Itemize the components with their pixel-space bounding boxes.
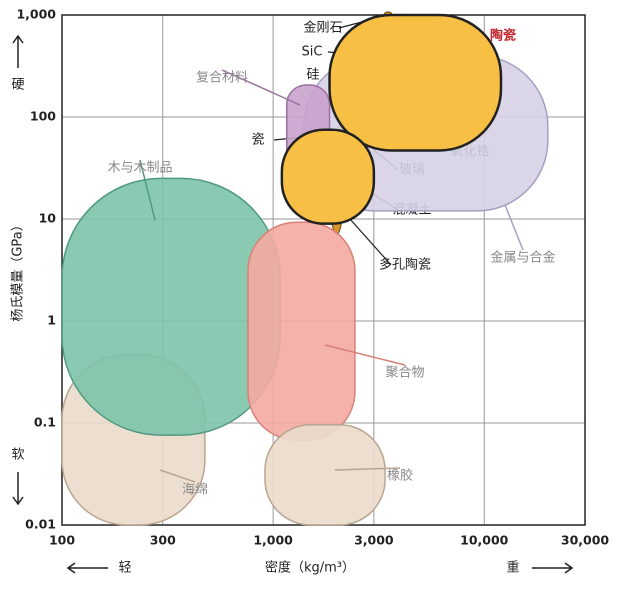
leader-line [334,467,401,471]
light-label: 轻 [118,561,131,576]
leader-line [159,469,196,483]
material-label: 瓷 [251,133,264,148]
region-label: 木与木制品 [107,161,172,176]
arrow-down [12,472,24,506]
x-axis-label: 密度（kg/m³） [265,560,355,576]
material-region [247,221,356,441]
leader-line [139,159,156,221]
arrow-right [532,562,574,574]
hard-label: 硬 [11,78,24,93]
region-label: 金属与合金 [490,250,555,266]
y-tick-label: 1,000 [16,7,56,22]
y-tick-label: 100 [30,109,56,124]
heavy-label: 重 [506,560,519,576]
y-tick-label: 0.1 [34,415,56,430]
x-tick-label: 300 [150,533,176,548]
region-label: 海绵 [182,483,208,498]
region-label: 聚合物 [385,366,424,381]
leader-line [504,204,524,251]
soft-label: 软 [11,448,24,463]
x-tick-label: 10,000 [460,533,509,548]
y-tick-label: 10 [39,211,57,226]
material-region [264,424,386,526]
leader-line [324,344,406,366]
material-label: 金刚石 [303,20,342,36]
x-tick-label: 3,000 [354,533,394,548]
material-label: 多孔陶瓷 [379,257,431,273]
region-label: 橡胶 [387,468,413,484]
leader-line [221,69,301,106]
material-label: SiC [302,45,323,60]
y-tick-label: 1 [47,313,56,328]
material-region [280,128,376,225]
region-label: 陶瓷 [490,28,516,44]
region-label: 复合材料 [196,71,248,86]
arrow-left [66,562,108,574]
material-region [328,13,503,152]
x-tick-label: 100 [49,533,75,548]
x-tick-label: 1,000 [253,533,293,548]
y-tick-label: 0.01 [25,517,56,532]
material-label: 硅 [306,68,319,83]
arrow-up [12,34,24,68]
x-tick-label: 30,000 [561,533,610,548]
y-axis-label: 杨氏模量（GPa） [11,218,26,321]
